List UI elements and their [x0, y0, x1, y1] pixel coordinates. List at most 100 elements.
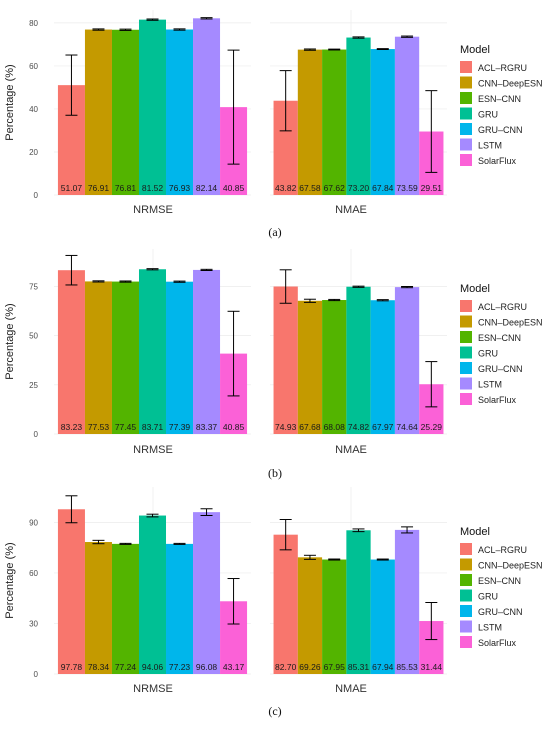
data-label: 82.70 — [275, 662, 297, 672]
legend-entry: CNN–DeepESN — [478, 561, 543, 571]
legend: Model ACL–RGRU CNN–DeepESN ESN–CNN GRU GRU–CN… — [460, 526, 543, 648]
legend-swatch — [460, 76, 472, 89]
data-label: 76.91 — [88, 183, 110, 193]
legend-swatch — [460, 315, 472, 328]
data-label: 67.68 — [299, 422, 321, 432]
data-label: 74.82 — [348, 422, 370, 432]
chart-panel-2: 0 25 50 75 Percentage (%) 83.23 77.53 77.45 83.7… — [4, 249, 543, 480]
bar-GRU — [138, 19, 167, 196]
data-label: 83.23 — [61, 422, 83, 432]
legend: Model ACL–RGRU CNN–DeepESN ESN–CNN GRU GRU–CN… — [460, 283, 543, 405]
data-label: 67.97 — [372, 422, 394, 432]
x-category-label: NMAE — [335, 683, 367, 695]
panel-caption: (c) — [268, 704, 281, 718]
y-axis-label: Percentage (%) — [4, 64, 16, 140]
data-label: 81.52 — [142, 183, 164, 193]
bar-GRU–CNN — [166, 543, 194, 674]
bar-ESN–CNN — [111, 281, 139, 434]
data-label: 43.82 — [275, 183, 297, 193]
data-label: 67.94 — [372, 662, 394, 672]
y-tick-label: 40 — [29, 105, 38, 114]
legend-swatch — [460, 605, 472, 617]
data-label: 97.78 — [61, 662, 83, 672]
legend-entry: ESN–CNN — [478, 94, 521, 104]
data-label: 77.53 — [88, 422, 110, 432]
legend-entry: GRU–CNN — [478, 364, 523, 374]
y-tick-label: 60 — [29, 62, 38, 71]
bar-LSTM — [394, 529, 420, 674]
data-label: 82.14 — [196, 183, 218, 193]
panel-caption: (b) — [268, 466, 282, 480]
bar-ESN–CNN — [111, 543, 139, 674]
bar-CNN–DeepESN — [84, 29, 112, 195]
data-label: 96.08 — [196, 662, 218, 672]
data-label: 40.85 — [223, 422, 245, 432]
data-label: 76.93 — [169, 183, 191, 193]
bar-GRU — [138, 515, 167, 674]
data-label: 67.95 — [324, 662, 346, 672]
legend-entry: ACL–RGRU — [478, 63, 527, 73]
legend-entry: SolarFlux — [478, 638, 517, 648]
legend-entry: CNN–DeepESN — [478, 318, 543, 328]
legend-title: Model — [460, 283, 490, 295]
y-tick-label: 25 — [29, 381, 38, 390]
data-label: 85.53 — [396, 662, 418, 672]
data-label: 31.44 — [421, 662, 443, 672]
y-tick-label: 90 — [29, 518, 38, 527]
data-label: 78.34 — [88, 662, 110, 672]
y-tick-label: 0 — [34, 430, 39, 439]
legend-entry: CNN–DeepESN — [478, 79, 543, 89]
legend-entry: GRU — [478, 349, 498, 359]
data-label: 85.31 — [348, 662, 370, 672]
bar-ACL–RGRU — [273, 286, 298, 434]
chart-panel-3: 0 30 60 90 Percentage (%) 97.78 78.34 77.24 94.0… — [4, 487, 543, 718]
x-category-label: NMAE — [335, 444, 367, 456]
data-label: 76.81 — [115, 183, 137, 193]
data-label: 73.20 — [348, 183, 370, 193]
y-tick-label: 30 — [29, 619, 38, 628]
legend-entry: GRU–CNN — [478, 125, 523, 135]
legend-entry: GRU — [478, 592, 498, 602]
legend-swatch — [460, 589, 472, 602]
legend-swatch — [460, 558, 472, 571]
data-label: 67.58 — [299, 183, 321, 193]
x-category-label: NRMSE — [133, 204, 173, 216]
legend-swatch — [460, 377, 472, 390]
legend-swatch — [460, 138, 472, 151]
x-category-label: NRMSE — [133, 683, 173, 695]
legend-title: Model — [460, 526, 490, 538]
y-tick-label: 0 — [34, 191, 39, 200]
x-category-label: NRMSE — [133, 444, 173, 456]
bar-GRU–CNN — [370, 49, 395, 195]
legend-swatch — [460, 362, 472, 374]
legend-entry: ACL–RGRU — [478, 545, 527, 555]
panel-caption: (a) — [268, 225, 281, 239]
legend-swatch — [460, 61, 472, 73]
bar-GRU — [346, 286, 371, 434]
data-label: 74.64 — [396, 422, 418, 432]
y-axis-label: Percentage (%) — [4, 303, 16, 379]
legend-entry: GRU–CNN — [478, 607, 523, 617]
data-label: 67.84 — [372, 183, 394, 193]
bar-ACL–RGRU — [273, 534, 298, 674]
bar-CNN–DeepESN — [84, 281, 112, 434]
legend-entry: ESN–CNN — [478, 333, 521, 343]
y-tick-label: 60 — [29, 569, 38, 578]
legend-swatch — [460, 331, 472, 343]
data-label: 77.24 — [115, 662, 137, 672]
data-label: 69.26 — [299, 662, 321, 672]
bar-ESN–CNN — [111, 29, 139, 196]
data-label: 68.08 — [324, 422, 346, 432]
bar-GRU–CNN — [370, 559, 395, 674]
legend-swatch — [460, 636, 472, 648]
legend-swatch — [460, 574, 472, 586]
legend-entry: SolarFlux — [478, 395, 517, 405]
chart-panel-1: 0 20 40 60 80 Percentage (%) 51.07 76.91 76.81 81… — [4, 10, 543, 239]
bar-LSTM — [394, 287, 420, 434]
data-label: 83.71 — [142, 422, 164, 432]
data-label: 77.39 — [169, 422, 191, 432]
legend-swatch — [460, 154, 472, 166]
legend-entry: GRU — [478, 110, 498, 120]
bar-LSTM — [394, 36, 420, 196]
legend-entry: LSTM — [478, 141, 502, 151]
